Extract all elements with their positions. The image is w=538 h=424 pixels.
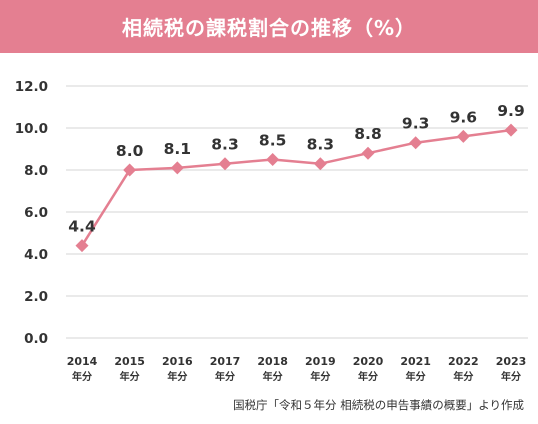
data-point-marker — [504, 123, 518, 137]
x-tick-suffix: 年分 — [358, 370, 378, 383]
data-label: 9.3 — [402, 115, 429, 133]
x-tick-label: 2019 — [305, 355, 336, 368]
data-point-marker — [361, 146, 375, 160]
data-point-marker — [123, 163, 137, 177]
x-tick-suffix: 年分 — [263, 370, 283, 383]
series-line-layer — [80, 128, 512, 247]
data-point-marker — [456, 129, 470, 143]
data-label: 8.8 — [354, 125, 381, 143]
x-tick-label: 2017 — [210, 355, 241, 368]
x-tick-suffix: 年分 — [453, 370, 473, 383]
data-label: 8.0 — [116, 142, 144, 160]
y-tick-label: 8.0 — [24, 163, 48, 179]
y-tick-label: 4.0 — [24, 247, 48, 263]
data-label-layer: 4.4 8.0 8.1 8.3 8.5 8.3 8.8 9.3 9.6 9.9 — [68, 102, 524, 236]
y-tick-label: 6.0 — [24, 205, 48, 221]
data-point-marker — [409, 136, 423, 150]
data-point-marker — [75, 239, 89, 253]
chart-title: 相続税の課税割合の推移（%） — [121, 16, 417, 40]
x-axis-ticks: 2014 年分 2015 年分 2016 年分 2017 年分 2018 年分 2019 年分 2020… — [67, 355, 527, 383]
x-tick-suffix: 年分 — [310, 370, 330, 383]
y-tick-label: 12.0 — [15, 79, 48, 95]
x-tick-suffix: 年分 — [406, 370, 426, 383]
x-tick-suffix: 年分 — [120, 370, 140, 383]
y-tick-label: 0.0 — [24, 331, 48, 347]
x-tick-suffix: 年分 — [501, 370, 521, 383]
marker-layer — [75, 123, 518, 253]
data-label: 9.6 — [450, 108, 477, 126]
x-tick-label: 2020 — [353, 355, 384, 368]
data-label: 9.9 — [497, 102, 524, 120]
y-tick-label: 10.0 — [15, 121, 48, 137]
y-tick-label: 2.0 — [24, 289, 48, 305]
data-point-marker — [170, 161, 184, 175]
source-note: 国税庁「令和５年分 相続税の申告事績の概要」より作成 — [233, 398, 524, 412]
x-tick-suffix: 年分 — [72, 370, 92, 383]
x-tick-label: 2022 — [448, 355, 479, 368]
data-label: 4.4 — [68, 218, 96, 236]
x-tick-suffix: 年分 — [167, 370, 187, 383]
data-label: 8.3 — [211, 136, 238, 154]
data-point-marker — [218, 157, 232, 171]
x-tick-label: 2018 — [257, 355, 288, 368]
x-tick-label: 2015 — [114, 355, 145, 368]
data-label: 8.1 — [164, 140, 191, 158]
series-line — [80, 128, 512, 247]
x-tick-suffix: 年分 — [215, 370, 235, 383]
line-chart: 0.0 2.0 4.0 6.0 8.0 10.0 12.0 2014 年分 2015 年分 2016… — [15, 79, 528, 383]
x-tick-label: 2023 — [496, 355, 527, 368]
data-label: 8.3 — [307, 136, 334, 154]
data-point-marker — [266, 153, 280, 166]
data-point-marker — [313, 157, 327, 171]
title-banner: 相続税の課税割合の推移（%） — [0, 0, 538, 53]
x-tick-label: 2016 — [162, 355, 193, 368]
x-tick-label: 2014 — [67, 355, 98, 368]
x-tick-label: 2021 — [400, 355, 431, 368]
y-axis-ticks: 0.0 2.0 4.0 6.0 8.0 10.0 12.0 — [15, 79, 48, 347]
data-label: 8.5 — [259, 132, 286, 150]
